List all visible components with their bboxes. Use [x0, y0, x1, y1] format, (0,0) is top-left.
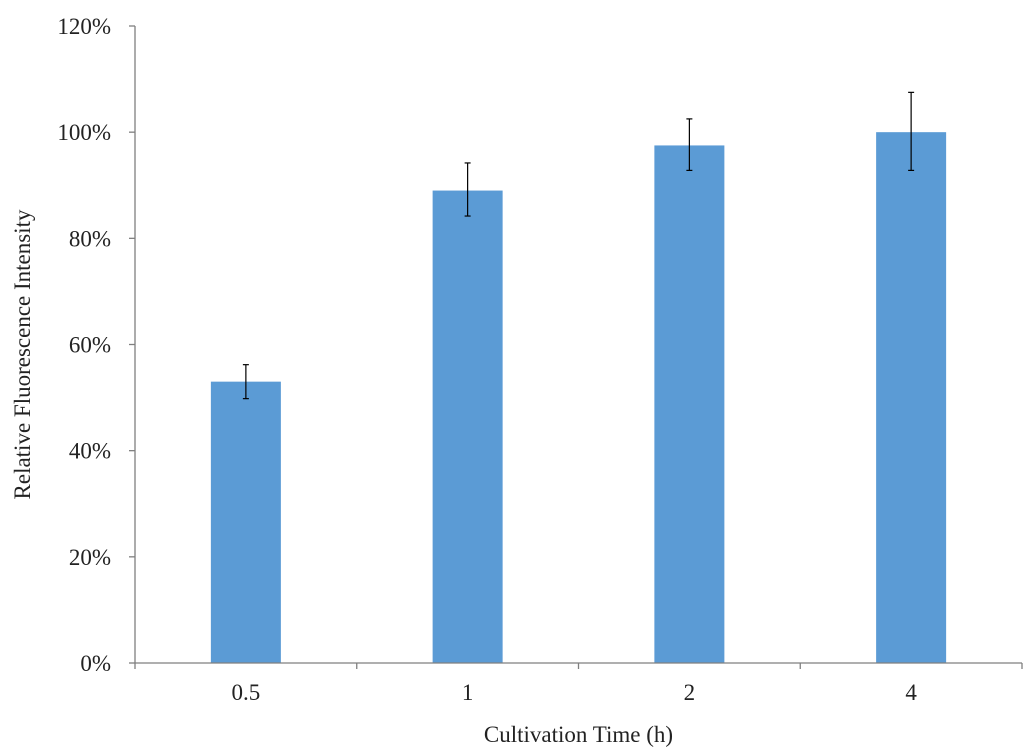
error-bar-1 [464, 162, 471, 217]
error-bar-4 [908, 91, 915, 171]
y-tick-label: 40% [69, 439, 111, 464]
y-tick-label: 80% [69, 226, 111, 251]
bars-layer [210, 132, 947, 663]
error-bar-2 [686, 118, 693, 171]
y-tick-label: 20% [69, 545, 111, 570]
error-bar-0.5 [242, 364, 249, 400]
y-tick-label: 60% [69, 333, 111, 358]
bar-4 [876, 132, 947, 663]
y-tick-label: 100% [57, 120, 111, 145]
x-tick-label: 4 [905, 680, 917, 705]
x-tick-label: 1 [462, 680, 474, 705]
error-bars-layer [242, 91, 915, 400]
x-ticks-layer: 0.5 1 2 4 [134, 663, 1023, 705]
bar-2 [654, 145, 725, 663]
y-tick-label: 120% [57, 14, 111, 39]
y-ticks-layer: 0% 20% 40% 60% 80% 100% 120% [57, 14, 135, 676]
y-axis-title: Relative Fluorescence Intensity [10, 209, 35, 499]
x-tick-label: 0.5 [232, 680, 261, 705]
y-tick-label: 0% [80, 651, 111, 676]
bar-0.5 [210, 381, 281, 663]
x-axis-title: Cultivation Time (h) [484, 722, 673, 747]
x-tick-label: 2 [684, 680, 696, 705]
bar-1 [432, 190, 503, 663]
